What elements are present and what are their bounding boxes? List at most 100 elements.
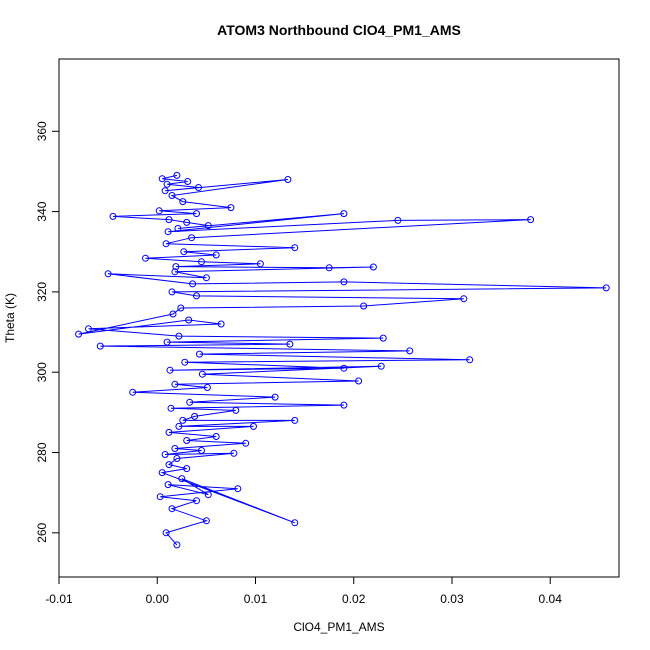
data-point	[172, 263, 180, 271]
data-point	[203, 384, 211, 391]
plot-frame	[58, 58, 620, 578]
data-point	[185, 316, 193, 324]
data-point	[165, 461, 173, 469]
data-point	[155, 207, 163, 215]
data-point	[181, 358, 189, 366]
data-point	[377, 362, 385, 370]
data-point	[256, 260, 264, 268]
data-point	[162, 529, 170, 537]
data-point	[191, 412, 199, 420]
data-point	[183, 465, 191, 473]
data-point	[180, 248, 188, 256]
data-point	[175, 332, 183, 340]
data-point	[161, 451, 169, 458]
data-point	[165, 216, 173, 224]
data-point	[85, 325, 92, 333]
data-point	[179, 198, 187, 206]
data-point	[369, 263, 377, 271]
data-point	[168, 505, 176, 513]
data-point	[179, 416, 187, 424]
y-axis: 260 280 300 320 340 360	[35, 121, 59, 543]
y-tick-label: 340	[35, 201, 49, 221]
data-point	[163, 338, 171, 346]
y-tick-label: 360	[35, 121, 49, 141]
data-point	[162, 240, 170, 248]
data-point	[189, 280, 197, 288]
data-point	[204, 491, 212, 499]
data-point	[198, 447, 205, 454]
data-point	[156, 493, 164, 501]
data-point	[164, 228, 172, 236]
data-point	[212, 433, 220, 440]
data-point	[232, 406, 240, 414]
data-point	[204, 222, 212, 230]
x-tick-label: -0.01	[45, 592, 73, 606]
data-point	[325, 264, 333, 272]
data-point	[198, 370, 206, 378]
data-point	[168, 288, 176, 296]
data-point	[193, 292, 200, 300]
data-point	[360, 302, 368, 310]
data-point	[167, 404, 175, 412]
data-point	[291, 244, 299, 252]
data-point	[379, 334, 387, 342]
data-point	[75, 330, 83, 338]
data-point	[406, 347, 414, 355]
x-tick-label: 0.00	[146, 592, 170, 606]
data-point	[602, 284, 610, 292]
y-axis-label: Theta (K)	[3, 293, 17, 343]
data-point	[198, 258, 205, 266]
data-point	[171, 445, 179, 452]
data-point	[340, 401, 348, 409]
data-point	[291, 519, 299, 527]
data-point	[177, 304, 185, 312]
x-tick-label: 0.03	[440, 592, 464, 606]
data-point	[173, 541, 181, 549]
data-point	[169, 310, 177, 318]
data-point	[340, 278, 348, 286]
data-point	[163, 180, 171, 188]
y-tick-label: 300	[35, 362, 49, 382]
data-point	[175, 422, 183, 430]
data-point	[284, 176, 292, 183]
data-point	[340, 210, 348, 218]
data-point	[109, 212, 117, 220]
data-point	[183, 218, 191, 226]
data-point	[394, 216, 402, 224]
data-point	[195, 184, 202, 191]
data-point	[166, 366, 174, 374]
data-point	[96, 342, 104, 350]
data-point	[158, 469, 166, 477]
y-tick-label: 280	[35, 442, 49, 462]
data-point	[286, 340, 294, 348]
data-point	[202, 274, 210, 282]
x-tick-label: 0.01	[244, 592, 268, 606]
data-point	[171, 380, 179, 388]
x-axis: -0.01 0.00 0.01 0.02 0.03 0.04	[45, 577, 562, 606]
data-point	[161, 187, 169, 195]
data-point	[173, 171, 181, 179]
data-point	[466, 356, 474, 364]
data-point	[527, 216, 535, 224]
data-point	[230, 449, 238, 457]
x-axis-label: ClO4_PM1_AMS	[293, 620, 384, 634]
data-point	[340, 364, 348, 372]
data-point	[202, 517, 210, 525]
data-point	[212, 251, 220, 259]
data-point	[173, 455, 181, 462]
data-point	[171, 268, 179, 276]
data-point	[186, 398, 194, 406]
data-point	[104, 270, 112, 278]
data-point	[158, 175, 166, 183]
data-point	[242, 439, 250, 447]
data-point	[164, 481, 172, 489]
data-point	[183, 437, 191, 444]
x-tick-label: 0.02	[342, 592, 366, 606]
data-point	[234, 485, 242, 493]
data-point	[165, 428, 173, 436]
data-point	[174, 225, 182, 232]
data-point	[460, 295, 468, 303]
data-point	[355, 377, 363, 385]
